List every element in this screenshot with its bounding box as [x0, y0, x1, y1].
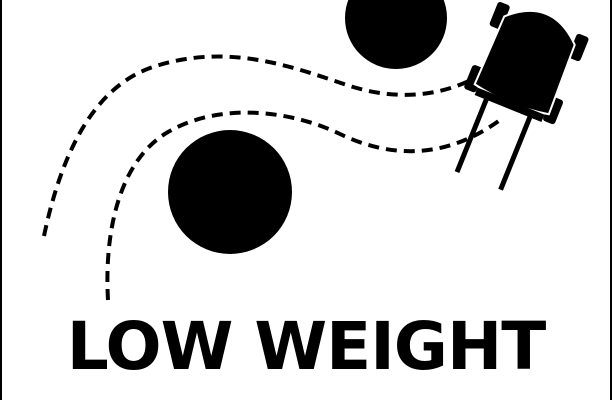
forklift-icon	[454, 2, 589, 191]
inner-dashed-path-icon	[105, 110, 502, 301]
right-border	[610, 0, 612, 400]
left-border	[0, 0, 2, 400]
obstacle-bottom-icon	[168, 130, 292, 254]
sign-caption: LOW WEIGHT	[66, 308, 546, 385]
obstacle-top-icon	[345, 0, 447, 69]
